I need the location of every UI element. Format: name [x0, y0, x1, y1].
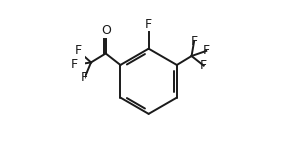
Text: O: O	[101, 25, 111, 38]
Text: F: F	[203, 44, 210, 57]
Text: F: F	[191, 35, 198, 48]
Text: F: F	[145, 18, 152, 31]
Text: F: F	[200, 59, 207, 72]
Text: F: F	[71, 58, 78, 72]
Text: F: F	[81, 71, 88, 84]
Text: F: F	[75, 44, 82, 57]
